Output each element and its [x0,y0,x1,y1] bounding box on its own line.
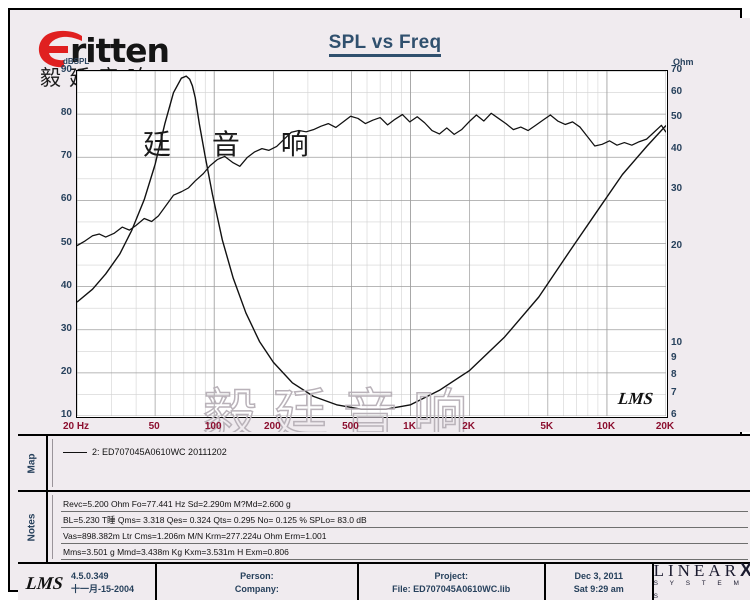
brand-subtitle: S Y S T E M S [653,579,744,600]
y2-axis-tick-label: 50 [671,111,683,123]
x-axis-tick-label: 1K [403,421,416,432]
x-axis-tick-label: 50 [148,421,160,432]
x-axis-tick-label: 100 [204,421,222,432]
footer-person-cell: Person: Company: [157,564,359,600]
y2-axis-unit-label: Ohm [673,57,694,67]
y2-axis-tick-label: 7 [671,387,677,399]
y2-axis-tick-label: 60 [671,85,683,97]
footer-app-cell: LMS 4.5.0.349 十一月-15-2004 [18,564,158,600]
project-label: Project: [434,571,468,581]
y2-axis-tick-label: 10 [671,337,683,349]
y-axis-tick-label: 40 [60,279,72,291]
map-tab-label: Map [26,453,38,473]
footer-date: Dec 3, 2011 [574,571,624,581]
x-axis-tick-label: 20K [655,421,675,432]
notes-tab-label: Notes [26,513,38,541]
logo-wordmark: ritten [70,31,170,70]
notes-section: Notes Revc=5.200 Ohm Fo=77.441 Hz Sd=2.2… [18,490,750,562]
note-line: BL=5.230 T睡 Qms= 3.318 Qes= 0.324 Qts= 0… [61,514,748,528]
x-axis-tick-label: 500 [342,421,359,432]
notes-body: Revc=5.200 Ohm Fo=77.441 Hz Sd=2.290m M?… [52,495,748,560]
app-frame: ritten 毅廷音响 SPL vs Freq dBSPL Ohm [8,8,750,600]
note-line: Mms=3.501 g Mmd=3.438m Kg Kxm=3.531m H E… [61,546,748,560]
map-legend-body: 2: ED707045A0610WC 20111202 [52,439,748,487]
map-section: Map 2: ED707045A0610WC 20111202 [18,434,750,490]
footer-time: Sat 9:29 am [573,584,624,594]
notes-tab[interactable]: Notes [18,492,48,562]
y-axis-tick-label: 70 [60,150,72,162]
y-axis-unit-label: dBSPL [63,57,90,66]
linearx-logo: LINEAR X [653,559,750,580]
page-title: SPL vs Freq [18,32,750,57]
y-axis-tick-label: 90 [60,64,72,75]
y-axis-tick-label: 30 [60,322,72,334]
app-build-date: 十一月-15-2004 [71,584,135,594]
footer-bar: LMS 4.5.0.349 十一月-15-2004 Person: Compan… [18,559,750,600]
map-tab[interactable]: Map [18,436,48,490]
legend-line-swatch [63,451,87,453]
y2-axis-tick-label: 8 [671,368,677,380]
x-axis-tick-label: 5K [540,421,554,432]
impedance-curve [77,75,667,410]
page-title-text: SPL vs Freq [328,32,442,57]
file-label: File: ED707045A0610WC.lib [392,584,511,594]
legend-item[interactable]: 2: ED707045A0610WC 20111202 [63,447,227,457]
x-axis-tick-label: 2K [462,421,476,432]
lms-logo: LMS [25,572,65,593]
legend-item-label: 2: ED707045A0610WC 20111202 [92,447,227,457]
y2-axis-tick-label: 9 [671,352,677,364]
y-axis-tick-label: 10 [60,409,72,420]
y-axis-tick-label: 80 [60,107,72,119]
spl-curve [77,112,667,247]
footer-project-cell: Project: File: ED707045A0610WC.lib [359,564,546,600]
y2-axis-tick-label: 20 [671,239,683,251]
brand-name: LINEAR [653,560,740,580]
chart-panel: ritten 毅廷音响 SPL vs Freq dBSPL Ohm [18,18,750,432]
x-axis-tick-label: 20 Hz [62,421,90,432]
y-axis-tick-label: 60 [60,193,72,205]
y-axis-tick-label: 20 [60,365,72,377]
note-line: Revc=5.200 Ohm Fo=77.441 Hz Sd=2.290m M?… [61,498,748,512]
footer-brand-cell: LINEAR X S Y S T E M S [653,559,750,600]
brand-x: X [739,559,750,580]
y2-axis-tick-label: 30 [671,182,683,194]
lms-corner-mark: LMS [617,389,655,408]
y2-axis-tick-label: 70 [671,64,683,75]
logo-e-icon [38,30,82,68]
company-label: Company: [234,584,279,594]
note-line: Vas=898.382m Ltr Cms=1.206m M/N Krm=277.… [61,530,748,544]
plot-area: 廷 音 响 LMS [76,70,668,418]
person-label: Person: [240,571,274,581]
x-axis-tick-label: 10K [596,421,616,432]
footer-date-cell: Dec 3, 2011 Sat 9:29 am [546,564,654,600]
x-axis-tick-label: 200 [263,421,281,432]
chart-canvas [77,71,667,417]
y2-axis-tick-label: 40 [671,142,683,154]
y2-axis-tick-label: 6 [671,409,677,420]
app-version: 4.5.0.349 [71,571,109,581]
y-axis-tick-label: 50 [60,236,72,248]
